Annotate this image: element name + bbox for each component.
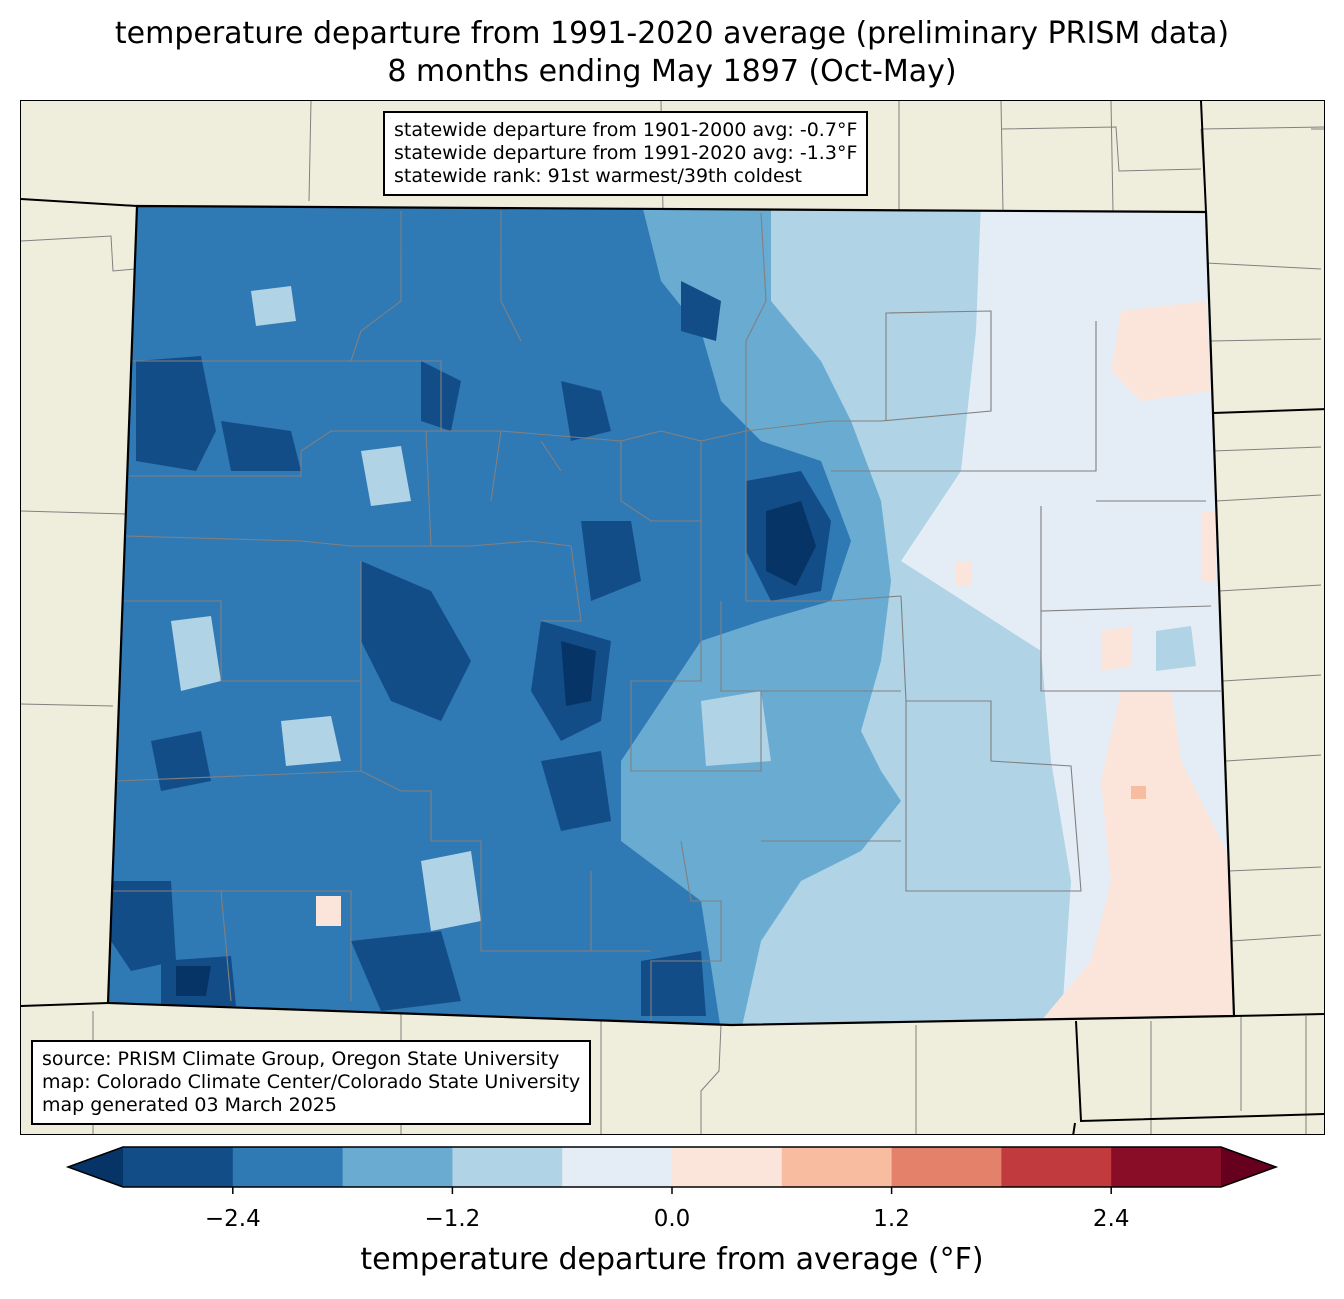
map-frame (20, 100, 1325, 1135)
temperature-field (108, 206, 1234, 1025)
colorbar-bin-6 (781, 1147, 893, 1187)
colorbar-label: temperature departure from average (°F) (360, 1242, 984, 1277)
colorbar-over-arrow (1221, 1147, 1276, 1187)
colorbar-bin-8 (1001, 1147, 1112, 1187)
colorbar-bin-9 (1111, 1147, 1222, 1187)
colorbar-bin-4 (562, 1147, 673, 1187)
field-deepest-core (176, 501, 816, 996)
colorbar-bin-1 (232, 1147, 344, 1187)
source-box: source: PRISM Climate Group, Oregon Stat… (31, 1040, 592, 1125)
stats-rank: statewide rank: 91st warmest/39th coldes… (394, 165, 803, 187)
colorbar-tick-label-4: 2.4 (1092, 1206, 1130, 1232)
colorbar-bin-5 (672, 1147, 783, 1187)
colorado-temperature-map (21, 101, 1324, 1134)
generated-date: map generated 03 March 2025 (42, 1094, 337, 1116)
colorbar-bin-7 (891, 1147, 1002, 1187)
colorbar-bin-0 (123, 1147, 234, 1187)
colorbar (65, 1146, 1279, 1194)
colorbar-tick-label-3: 1.2 (873, 1206, 910, 1232)
stats-departure-1901-2000: statewide departure from 1901-2000 avg: … (394, 119, 858, 141)
neighbor-state-borders (21, 101, 1324, 1134)
field-light-patches (171, 286, 771, 931)
field-warm-patches (316, 301, 1234, 1021)
colorbar-bin-2 (342, 1147, 453, 1187)
colorbar-outline (65, 1146, 1279, 1188)
colorado-border (106, 204, 1236, 1027)
colorbar-bin-3 (452, 1147, 563, 1187)
map-credit: map: Colorado Climate Center/Colorado St… (42, 1071, 581, 1093)
colorbar-tick-label-2: 0.0 (653, 1206, 691, 1232)
map-title-line-1: temperature departure from 1991-2020 ave… (114, 16, 1230, 51)
field-warmer-spots (1131, 786, 1146, 799)
map-title-line-2: 8 months ending May 1897 (Oct-May) (387, 54, 957, 89)
source-credit: source: PRISM Climate Group, Oregon Stat… (42, 1048, 560, 1070)
statewide-stats-box: statewide departure from 1901-2000 avg: … (383, 111, 869, 196)
field-east-cool-spots (896, 216, 1196, 671)
colorbar-under-arrow (68, 1147, 123, 1187)
field-band-dark (108, 206, 851, 1025)
county-lines (111, 211, 1221, 1021)
stats-departure-1991-2020: statewide departure from 1991-2020 avg: … (394, 142, 858, 164)
colorbar-tick-label-0: −2.4 (204, 1206, 261, 1232)
colorbar-tick-label-1: −1.2 (424, 1206, 481, 1232)
